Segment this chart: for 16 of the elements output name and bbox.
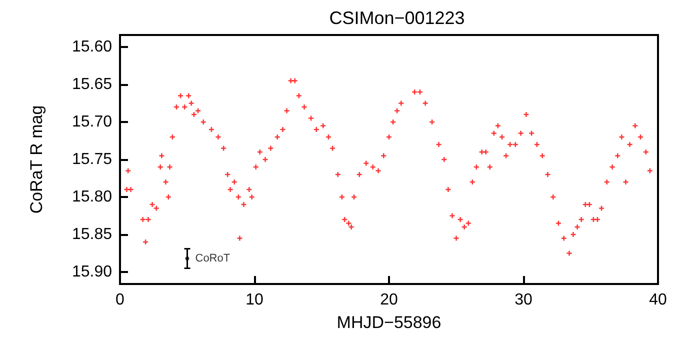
y-tick-label: 15.75 xyxy=(72,151,112,168)
y-tick-label: 15.85 xyxy=(72,226,112,243)
y-tick-label: 15.65 xyxy=(72,76,112,93)
y-tick-label: 15.90 xyxy=(72,264,112,280)
y-tick-label: 15.80 xyxy=(72,188,112,206)
y-tick-label: 15.60 xyxy=(72,38,112,56)
series-label: CoRoT xyxy=(195,252,230,264)
x-tick-label: 30 xyxy=(514,292,532,308)
x-tick-label: 40 xyxy=(649,292,667,308)
chart-title: CSIMon−001223 xyxy=(329,8,465,28)
x-axis-title: MHJD−55896 xyxy=(336,313,442,332)
y-tick-label: 15.70 xyxy=(72,114,112,130)
x-tick-label: 0 xyxy=(116,292,125,308)
y-axis-title: CoRaT R mag xyxy=(27,105,46,214)
x-tick-label: 20 xyxy=(380,292,398,308)
x-tick-label: 10 xyxy=(246,292,264,308)
